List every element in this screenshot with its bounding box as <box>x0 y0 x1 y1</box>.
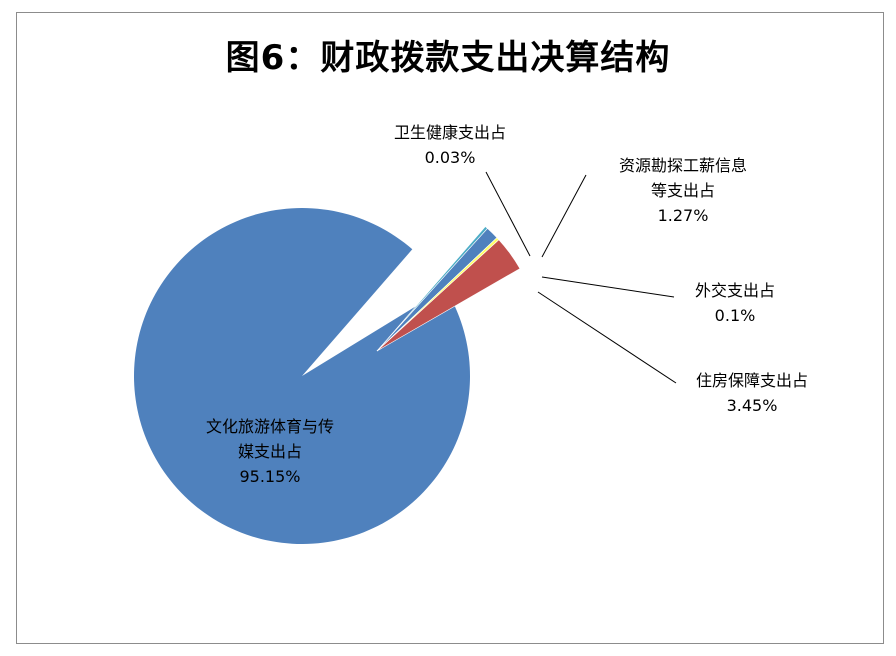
slice-value-label-4: 3.45% <box>727 396 778 415</box>
pie-slice-4 <box>376 239 521 352</box>
slice-value-label-3: 0.1% <box>715 306 756 325</box>
slice-name-label-0: 文化旅游体育与传 <box>206 417 334 436</box>
slice-name-label-4: 住房保障支出占 <box>696 371 808 390</box>
slice-value-label-0: 95.15% <box>239 467 300 486</box>
slice-value-label-2: 1.27% <box>658 206 709 225</box>
leader-line-3 <box>541 276 675 298</box>
pie-slice-0 <box>134 208 471 544</box>
leader-line-2 <box>541 174 587 258</box>
slice-name-label-1: 卫生健康支出占 <box>394 123 506 142</box>
chart-title: 图6：财政拨款支出决算结构 <box>225 38 671 78</box>
leader-line-1 <box>485 171 531 257</box>
slice-name-label-3: 外交支出占 <box>695 281 775 300</box>
slice-name-label-2: 等支出占 <box>651 181 715 200</box>
leader-line-4 <box>537 291 677 384</box>
slice-name-label-0: 媒支出占 <box>238 442 302 461</box>
slice-value-label-1: 0.03% <box>425 148 476 167</box>
slice-name-label-2: 资源勘探工薪信息 <box>619 156 747 175</box>
